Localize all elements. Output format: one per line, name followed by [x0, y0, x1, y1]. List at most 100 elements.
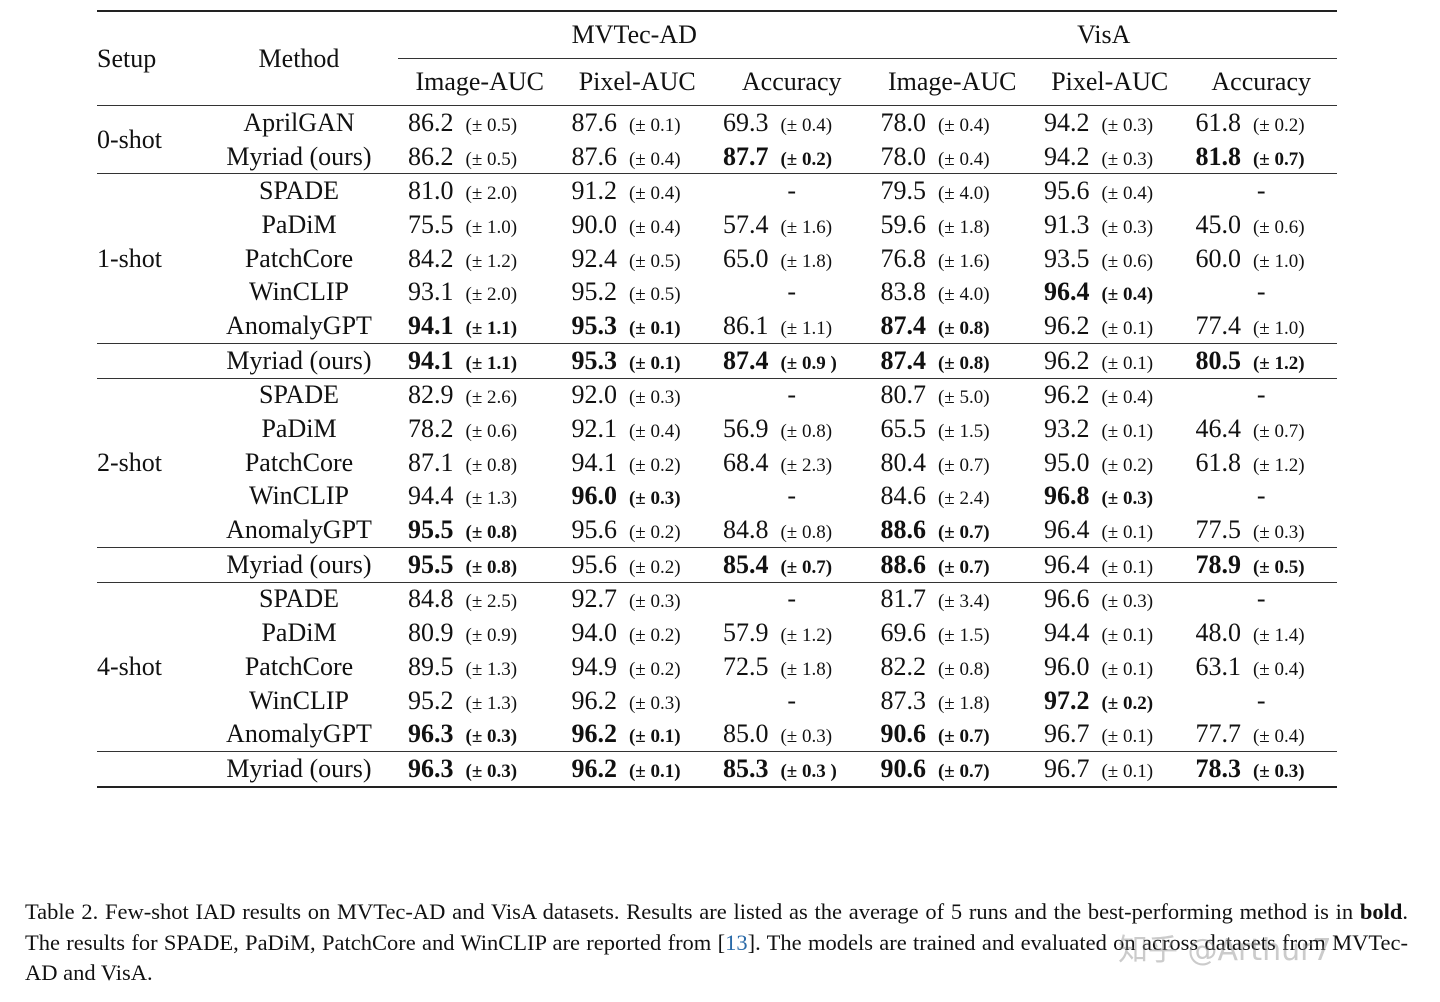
metric-cell: 77.4 (± 1.0)	[1185, 309, 1337, 343]
metric-cell: 85.4 (± 0.7)	[713, 547, 871, 582]
metric-cell: 77.7 (± 0.4)	[1185, 717, 1337, 751]
metric-cell: 80.5 (± 1.2)	[1185, 343, 1337, 378]
metric-std: (± 1.5)	[937, 625, 990, 647]
table-row: 1-shot SPADE 81.0 (± 2.0) 91.2 (± 0.4) - 79.5 (±…	[97, 173, 1337, 273]
metric-value: 94.4	[1043, 618, 1090, 648]
metric-cell: 95.5 (± 0.8)	[398, 547, 561, 582]
method-name: PatchCore	[244, 243, 354, 273]
metric-cell: 61.8 (± 0.2)	[1185, 106, 1337, 140]
metric-std: (± 1.8)	[780, 250, 833, 272]
metric-value: 89.5	[408, 651, 454, 681]
metric-std: (± 0.1)	[628, 726, 681, 748]
metric-value: 81.7	[880, 584, 926, 614]
metric-std: (± 2.5)	[465, 591, 518, 613]
metric-value: 93.1	[408, 277, 454, 307]
metric-cell: 87.4 (± 0.8)	[870, 309, 1033, 343]
metric-cell: 87.3 (± 1.8)	[870, 684, 1033, 718]
metric-cell: 84.8 (± 2.5)	[398, 582, 561, 616]
metric-value: 95.2	[408, 685, 454, 715]
metric-cell: 96.2 (± 0.1)	[561, 752, 712, 787]
metric-std: (± 0.2)	[628, 522, 681, 544]
method-name: AprilGAN	[243, 107, 355, 137]
metric-value: 97.2	[1043, 685, 1090, 715]
metric-value: 57.4	[722, 209, 769, 239]
metric-value: 96.3	[408, 753, 454, 783]
metric-cell: 86.1 (± 1.1)	[713, 309, 871, 343]
metric-cell: 93.2 (± 0.1)	[1034, 412, 1185, 446]
metric-value: 78.3	[1195, 753, 1241, 783]
metric-value: 92.0	[571, 380, 617, 410]
metric-cell: 84.2 (± 1.2)	[398, 242, 561, 276]
metric-cell: -	[1256, 277, 1266, 307]
metric-std: (± 1.2)	[1252, 352, 1305, 374]
metric-cell: 95.5 (± 0.8)	[398, 513, 561, 547]
metric-std: (± 0.1)	[1101, 625, 1154, 647]
metric-std: (± 0.1)	[1101, 760, 1154, 782]
metric-value: 96.4	[1043, 549, 1090, 579]
metric-cell: 92.1 (± 0.4)	[561, 412, 712, 446]
header-metric: Accuracy	[741, 67, 842, 96]
metric-cell: 89.5 (± 1.3)	[398, 650, 561, 684]
metric-std: (± 1.1)	[780, 317, 833, 339]
table-row: Myriad (ours) 94.1 (± 1.1) 95.3 (± 0.1) 87.4 (…	[97, 343, 1337, 378]
metric-value: 87.6	[571, 107, 617, 137]
method-name: WinCLIP	[248, 481, 350, 511]
header-metric: Accuracy	[1211, 67, 1312, 96]
metric-value: 82.2	[880, 651, 926, 681]
metric-cell: -	[787, 277, 797, 307]
metric-std: (± 0.1)	[1101, 658, 1154, 680]
metric-value: 96.6	[1043, 584, 1090, 614]
metric-std: (± 0.8)	[465, 522, 518, 544]
metric-value: 94.1	[571, 447, 617, 477]
metric-value: 95.0	[1043, 447, 1090, 477]
metric-cell: 91.3 (± 0.3)	[1034, 208, 1185, 242]
metric-std: (± 0.2)	[628, 556, 681, 578]
metric-std: (± 0.7)	[937, 522, 990, 544]
setup-label: 1-shot	[97, 243, 162, 273]
metric-std: (± 1.8)	[937, 692, 990, 714]
metric-value: 78.0	[880, 107, 926, 137]
metric-std: (± 0.4)	[1252, 726, 1305, 748]
caption-text: Table 2. Few-shot IAD results on MVTec-A…	[25, 899, 1360, 924]
metric-value: 84.8	[722, 515, 769, 545]
metric-std: (± 0.8)	[937, 658, 990, 680]
metric-cell: 94.2 (± 0.3)	[1034, 140, 1185, 174]
metric-cell: 57.9 (± 1.2)	[713, 616, 871, 650]
metric-std: (± 0.7)	[1252, 421, 1305, 443]
metric-std: (± 1.1)	[465, 352, 518, 374]
metric-cell: 95.6 (± 0.4)	[1034, 174, 1185, 208]
metric-value: 77.5	[1195, 515, 1241, 545]
setup-empty	[97, 752, 200, 787]
metric-cell: 96.4 (± 0.1)	[1034, 513, 1185, 547]
metric-cell: 56.9 (± 0.8)	[713, 412, 871, 446]
metric-cell: 96.2 (± 0.3)	[561, 684, 712, 718]
metric-value: 86.2	[408, 141, 454, 171]
metric-value: 96.2	[1043, 380, 1090, 410]
metric-cell: 82.9 (± 2.6)	[398, 378, 561, 412]
metric-cell: 93.5 (± 0.6)	[1034, 242, 1185, 276]
metric-std: (± 1.8)	[780, 658, 833, 680]
method-name: PatchCore	[244, 651, 354, 681]
metric-cell: 87.6 (± 0.1)	[561, 106, 712, 140]
metric-cell: -	[1256, 481, 1266, 511]
metric-value: 68.4	[722, 447, 769, 477]
metric-cell: 80.9 (± 0.9)	[398, 616, 561, 650]
metric-cell: -	[787, 481, 797, 511]
metric-value: 85.0	[722, 719, 769, 749]
metric-cell: 91.2 (± 0.4)	[561, 174, 712, 208]
method-name: PaDiM	[261, 414, 337, 444]
metric-cell: 87.1 (± 0.8)	[398, 446, 561, 480]
citation-link[interactable]: 13	[725, 929, 748, 955]
metric-cell: 78.0 (± 0.4)	[870, 106, 1033, 140]
metric-std: (± 0.6)	[1252, 216, 1305, 238]
metric-std: (± 1.2)	[1252, 454, 1305, 476]
metric-cell: 95.3 (± 0.1)	[561, 343, 712, 378]
metric-value: 95.6	[571, 549, 617, 579]
metric-std: (± 0.6)	[465, 421, 518, 443]
metric-std: (± 0.2)	[628, 658, 681, 680]
header-metric: Image-AUC	[415, 67, 544, 96]
table-row: AnomalyGPT 96.3 (± 0.3) 96.2 (± 0.1) 85.0 (± 0…	[97, 717, 1337, 751]
metric-std: (± 0.3)	[780, 726, 833, 748]
table-row: Myriad (ours) 96.3 (± 0.3) 96.2 (± 0.1) 85.3 (…	[97, 751, 1337, 787]
metric-cell: 88.6 (± 0.7)	[870, 547, 1033, 582]
